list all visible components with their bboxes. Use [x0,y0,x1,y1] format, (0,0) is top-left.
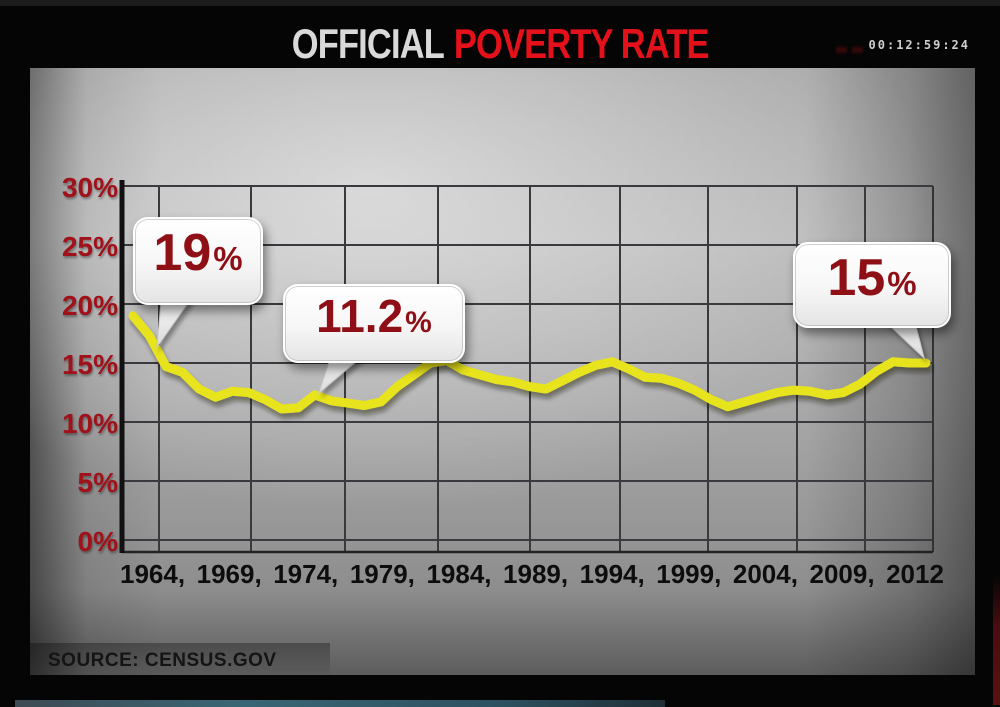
callout-bubble-1964: 19 % [133,217,263,305]
callout-value: 19 [153,224,212,282]
x-axis-tick-labels: 1964, 1969, 1974, 1979, 1984, 1989, 1994, 1999,… [120,559,944,590]
x-tick-label: 2009, [809,559,875,589]
x-tick-label: 1994, [579,559,645,589]
y-tick-label: 0% [77,526,118,557]
x-tick-label: 1964, [120,559,186,589]
callout-bubble-2012: 15 % [793,242,951,328]
y-tick-label: 30% [61,172,118,203]
y-tick-label: 15% [61,349,118,380]
top-edge-strip [0,0,1000,6]
timecode: 00:12:59:24 [868,38,970,52]
source-credit-band [30,643,330,675]
percent-sign: % [405,306,432,339]
x-tick-label: 1984, [426,559,492,589]
y-tick-label: 25% [61,231,118,262]
right-edge-video-artifact [993,575,1000,705]
y-tick-label: 20% [61,290,118,321]
callout-value: 11.2 [316,290,404,342]
x-tick-label: 1999, [656,559,722,589]
page-title: OFFICIAL POVERTY RATE [0,20,1000,68]
title-accent: POVERTY RATE [453,20,710,67]
source-credit: SOURCE: CENSUS.GOV [48,650,277,671]
x-tick-label: 1989, [503,559,569,589]
poverty-rate-series-line [128,311,931,414]
percent-sign: % [887,265,917,302]
y-axis-tick-labels: 30% 25% 20% 15% 10% 5% 0% [0,0,118,707]
x-tick-label: 1974, [273,559,339,589]
callout-value: 15 [827,249,886,307]
dvr-record-marker-icon [836,40,870,53]
percent-sign: % [213,240,243,277]
title-primary: OFFICIAL [291,20,445,67]
x-tick-label: 2012 [886,559,944,589]
y-tick-label: 5% [77,467,118,498]
y-tick-label: 10% [61,408,118,439]
x-tick-label: 2004, [732,559,798,589]
x-tick-label: 1969, [196,559,262,589]
x-tick-label: 1979, [349,559,415,589]
bottom-edge-video-artifact [15,700,665,707]
callout-bubble-1974: 11.2 % [283,284,465,363]
